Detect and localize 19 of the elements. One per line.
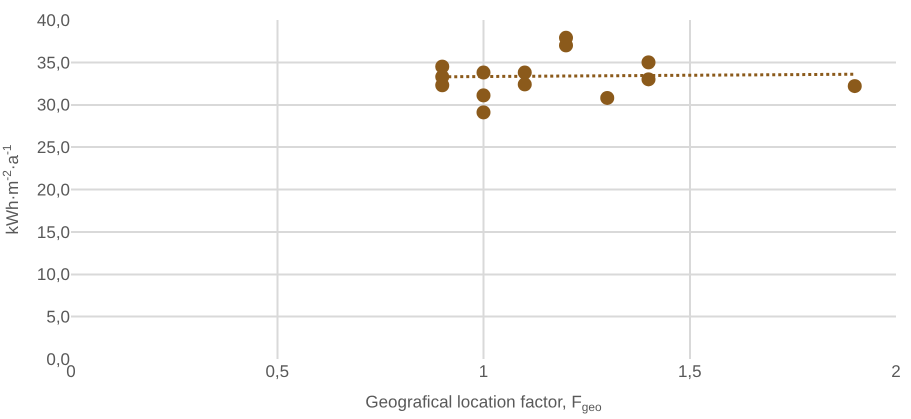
y-tick-label: 15,0 (36, 222, 70, 242)
x-tick-label: 2 (891, 362, 901, 381)
point (600, 90, 614, 105)
y-tick-label: 25,0 (36, 138, 70, 158)
x-axis-title: Geografical location factor, F$_{geo}$ (365, 392, 602, 414)
y-tick-label: 30,0 (36, 96, 70, 115)
point (476, 88, 490, 102)
point (518, 77, 532, 92)
y-tick-label: 20,0 (36, 180, 70, 200)
point (642, 55, 656, 70)
y-tick-label: 5,0 (46, 308, 70, 327)
y-tick-label: 40,0 (36, 10, 70, 30)
x-tick-label: 0,5 (265, 362, 290, 381)
y-tick-label: 10,0 (36, 265, 70, 284)
point (848, 79, 862, 94)
x-tick-label: 1,5 (678, 362, 702, 381)
point (476, 105, 490, 120)
y-tick-label: 35,0 (36, 53, 70, 72)
x-tick-label: 1 (478, 362, 488, 381)
